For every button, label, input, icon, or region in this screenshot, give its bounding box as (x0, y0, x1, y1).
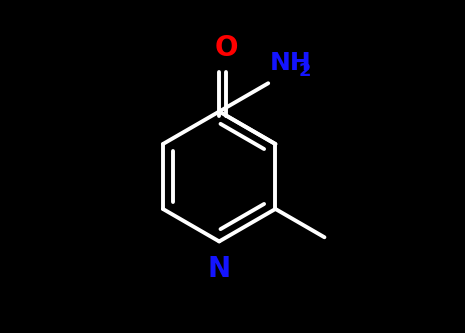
Text: O: O (215, 34, 238, 63)
Text: N: N (207, 255, 231, 283)
Text: NH: NH (270, 51, 312, 75)
Text: 2: 2 (298, 62, 311, 80)
